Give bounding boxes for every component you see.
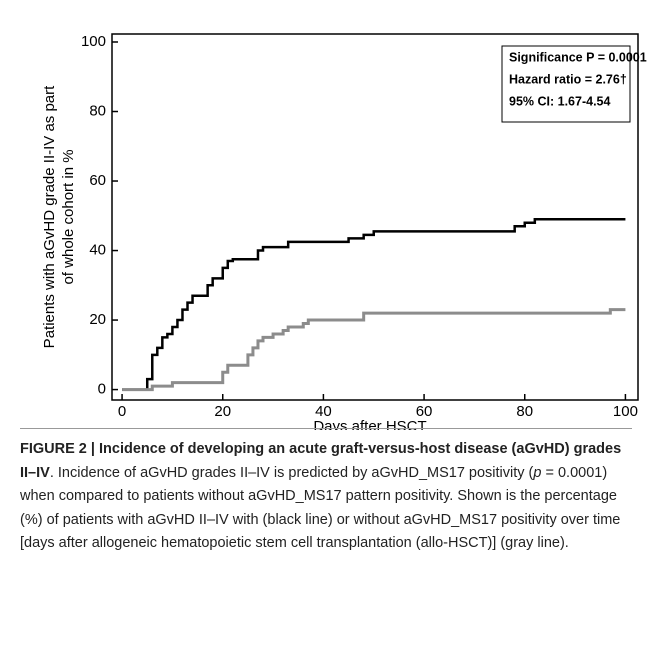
y-tick-label: 40 xyxy=(89,242,106,259)
series-line xyxy=(122,218,626,391)
x-tick-label: 20 xyxy=(214,403,231,420)
annotation: Hazard ratio = 2.76† xyxy=(509,72,627,86)
caption-label: FIGURE 2 | xyxy=(20,441,95,457)
caption: FIGURE 2 | Incidence of developing an ac… xyxy=(20,438,632,556)
caption-text: = 0.0001) when compared to patients with… xyxy=(20,464,621,552)
caption-text: . Incidence of aGvHD grades II–IV is pre… xyxy=(49,464,534,481)
x-tick-label: 80 xyxy=(516,403,533,420)
y-axis-label: Patients with aGvHD grade II-IV as part xyxy=(41,85,58,348)
caption-italic: p xyxy=(533,464,542,481)
x-tick-label: 40 xyxy=(315,403,332,420)
x-tick-label: 60 xyxy=(416,403,433,420)
y-tick-label: 0 xyxy=(98,381,106,398)
y-tick-label: 20 xyxy=(89,311,106,328)
divider xyxy=(20,428,632,429)
series-line xyxy=(122,308,626,392)
annotation: Significance P = 0.0001 xyxy=(509,50,647,64)
x-tick-label: 100 xyxy=(613,403,638,420)
y-tick-label: 60 xyxy=(89,172,106,189)
annotation-box xyxy=(501,45,631,123)
y-tick-label: 80 xyxy=(89,102,106,119)
x-tick-label: 0 xyxy=(118,403,126,420)
y-axis-label: of whole cohort in % xyxy=(60,149,77,284)
caption-title: Incidence of developing an acute graft-v… xyxy=(20,441,622,481)
y-tick-label: 100 xyxy=(81,33,106,50)
plot-frame xyxy=(111,33,639,401)
chart: 0 20 40 60 80 100 0 20 40 60 80 100 Days after HSCT P… xyxy=(41,33,647,430)
x-axis-label: Days after HSCT xyxy=(313,418,426,430)
annotation: 95% CI: 1.67-4.54 xyxy=(509,94,610,108)
